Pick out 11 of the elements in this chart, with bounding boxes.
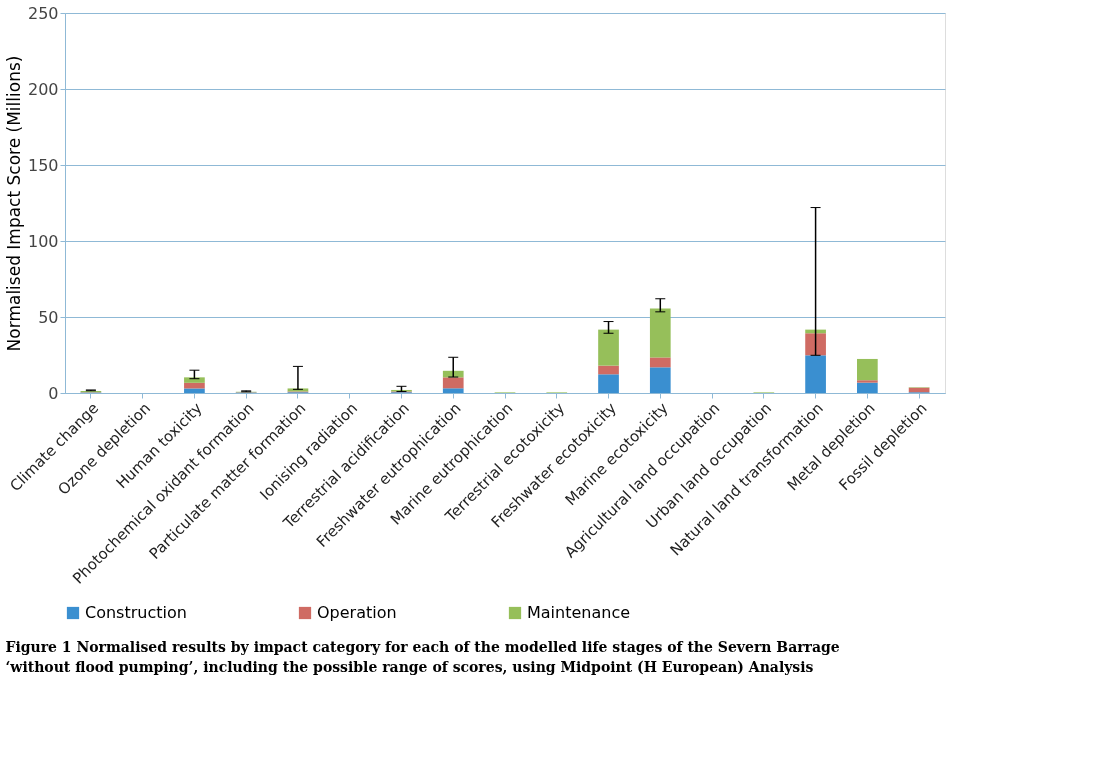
y-tick-label: 250	[27, 3, 59, 23]
y-axis-title: Normalised Impact Score (Millions)	[3, 55, 24, 352]
legend-label: Operation	[317, 603, 397, 622]
y-tick-label: 0	[48, 383, 59, 403]
y-tick-label: 150	[27, 155, 59, 175]
y-tick-label: 200	[27, 79, 59, 99]
text: Figure 1 Normalised results by impact category for each of the modelled life stages of the Severn Barrage ‘without flood pumping’, including the possible range of scores, using Midpoint (H European) Analysis	[5, 639, 840, 675]
y-tick-label: 50	[38, 307, 59, 327]
legend-label: Maintenance	[527, 603, 631, 622]
y-tick-label: 100	[27, 231, 59, 251]
legend-label: Construction	[85, 603, 187, 622]
